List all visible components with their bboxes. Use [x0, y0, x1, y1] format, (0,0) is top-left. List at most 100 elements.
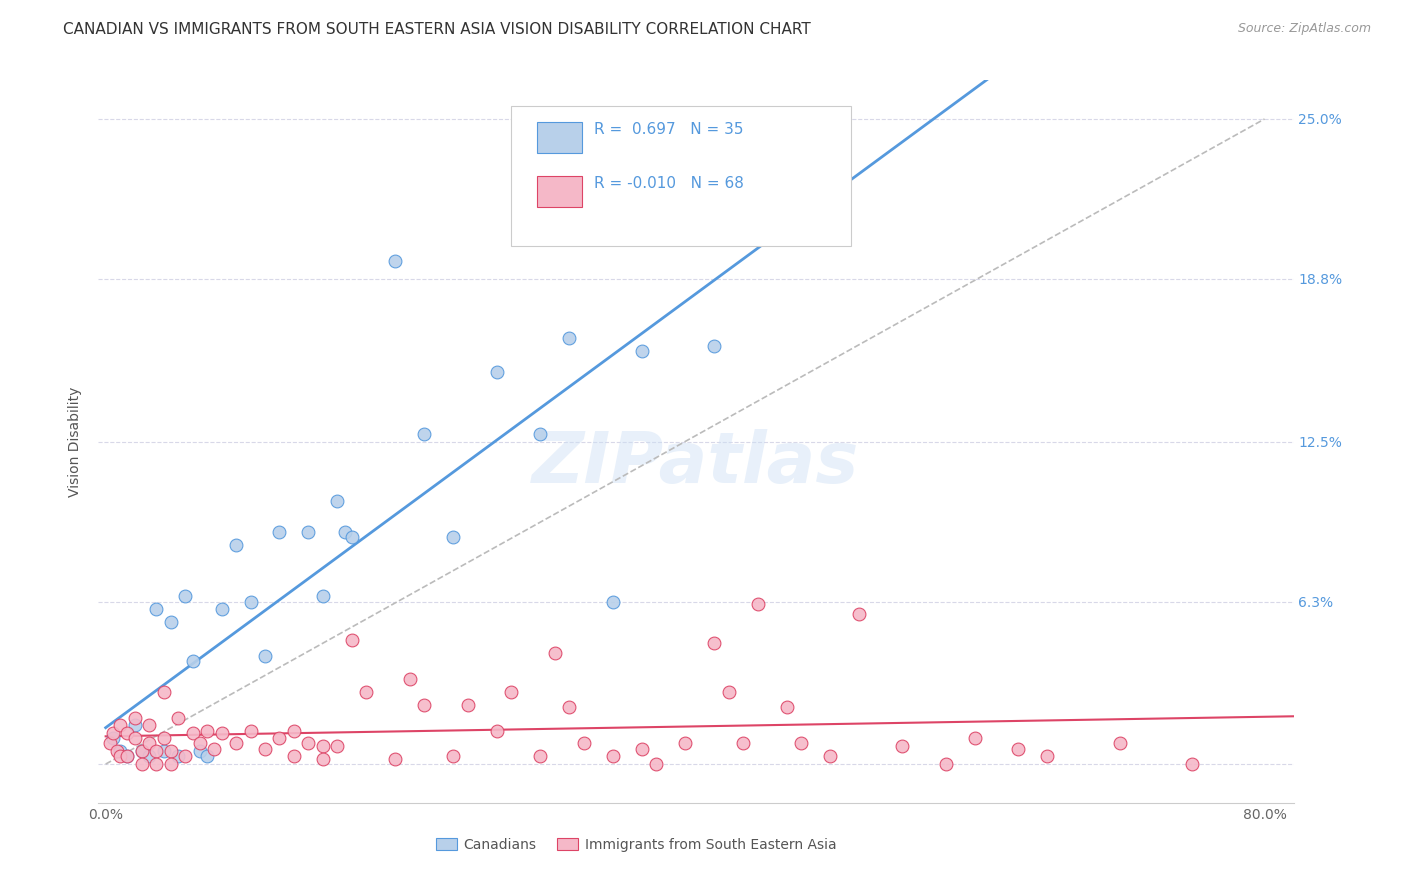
- Point: [645, 757, 668, 772]
- Text: R = -0.010   N = 68: R = -0.010 N = 68: [595, 177, 744, 192]
- Point: [101, 726, 124, 740]
- Text: ZIPatlas: ZIPatlas: [533, 429, 859, 498]
- Point: [239, 594, 262, 608]
- Point: [441, 749, 464, 764]
- Point: [1108, 736, 1130, 750]
- Point: [891, 739, 914, 753]
- Point: [269, 524, 291, 539]
- Point: [225, 538, 247, 552]
- Point: [818, 210, 841, 224]
- Point: [188, 736, 211, 750]
- Point: [630, 741, 652, 756]
- Point: [731, 736, 754, 750]
- Point: [160, 744, 183, 758]
- Text: Source: ZipAtlas.com: Source: ZipAtlas.com: [1237, 22, 1371, 36]
- Point: [101, 731, 124, 746]
- Point: [174, 749, 197, 764]
- Point: [253, 741, 276, 756]
- Point: [283, 723, 305, 738]
- Point: [529, 749, 551, 764]
- Point: [326, 494, 349, 508]
- Point: [572, 736, 595, 750]
- Bar: [537, 122, 582, 153]
- Point: [152, 685, 174, 699]
- Point: [312, 590, 335, 604]
- Point: [253, 648, 276, 663]
- Point: [848, 607, 870, 622]
- Point: [124, 711, 146, 725]
- Point: [108, 744, 131, 758]
- Point: [181, 726, 204, 740]
- Point: [145, 757, 167, 772]
- Point: [485, 723, 508, 738]
- Point: [167, 711, 190, 725]
- Legend: Canadians, Immigrants from South Eastern Asia: Canadians, Immigrants from South Eastern…: [430, 832, 842, 857]
- Point: [326, 739, 349, 753]
- Point: [117, 749, 139, 764]
- Point: [108, 718, 131, 732]
- Point: [211, 726, 233, 740]
- Text: R =  0.697   N = 35: R = 0.697 N = 35: [595, 122, 744, 137]
- Point: [703, 339, 725, 353]
- Point: [131, 744, 153, 758]
- Point: [283, 749, 305, 764]
- Point: [160, 757, 183, 772]
- Point: [558, 331, 581, 345]
- Point: [1036, 749, 1059, 764]
- Point: [152, 744, 174, 758]
- Point: [117, 749, 139, 764]
- Point: [340, 633, 363, 648]
- Point: [131, 744, 153, 758]
- Point: [399, 672, 422, 686]
- Point: [108, 749, 131, 764]
- Point: [312, 739, 335, 753]
- Point: [413, 698, 436, 712]
- Point: [529, 426, 551, 441]
- Point: [117, 726, 139, 740]
- Point: [790, 736, 813, 750]
- Point: [312, 752, 335, 766]
- Point: [145, 602, 167, 616]
- Y-axis label: Vision Disability: Vision Disability: [69, 386, 83, 497]
- Point: [441, 530, 464, 544]
- Point: [138, 718, 160, 732]
- Point: [152, 731, 174, 746]
- Point: [935, 757, 957, 772]
- Point: [818, 749, 841, 764]
- Point: [333, 524, 356, 539]
- Point: [747, 597, 769, 611]
- Point: [673, 736, 696, 750]
- Point: [145, 744, 167, 758]
- Point: [1181, 757, 1204, 772]
- Point: [105, 744, 128, 758]
- Point: [630, 344, 652, 359]
- Point: [673, 194, 696, 209]
- Point: [131, 757, 153, 772]
- Point: [703, 636, 725, 650]
- Point: [269, 731, 291, 746]
- Point: [485, 365, 508, 379]
- Point: [181, 654, 204, 668]
- Point: [297, 736, 319, 750]
- Point: [124, 718, 146, 732]
- Point: [384, 253, 406, 268]
- Point: [602, 749, 624, 764]
- Point: [195, 723, 218, 738]
- Point: [963, 731, 986, 746]
- Point: [602, 594, 624, 608]
- Point: [138, 736, 160, 750]
- Point: [775, 700, 797, 714]
- Point: [138, 749, 160, 764]
- Point: [544, 646, 567, 660]
- Bar: [537, 177, 582, 207]
- Point: [356, 685, 378, 699]
- Point: [160, 615, 183, 630]
- Point: [717, 685, 740, 699]
- Point: [174, 590, 197, 604]
- Point: [340, 530, 363, 544]
- Point: [167, 749, 190, 764]
- Point: [202, 741, 225, 756]
- Point: [98, 736, 121, 750]
- Text: CANADIAN VS IMMIGRANTS FROM SOUTH EASTERN ASIA VISION DISABILITY CORRELATION CHA: CANADIAN VS IMMIGRANTS FROM SOUTH EASTER…: [63, 22, 811, 37]
- FancyBboxPatch shape: [510, 105, 852, 246]
